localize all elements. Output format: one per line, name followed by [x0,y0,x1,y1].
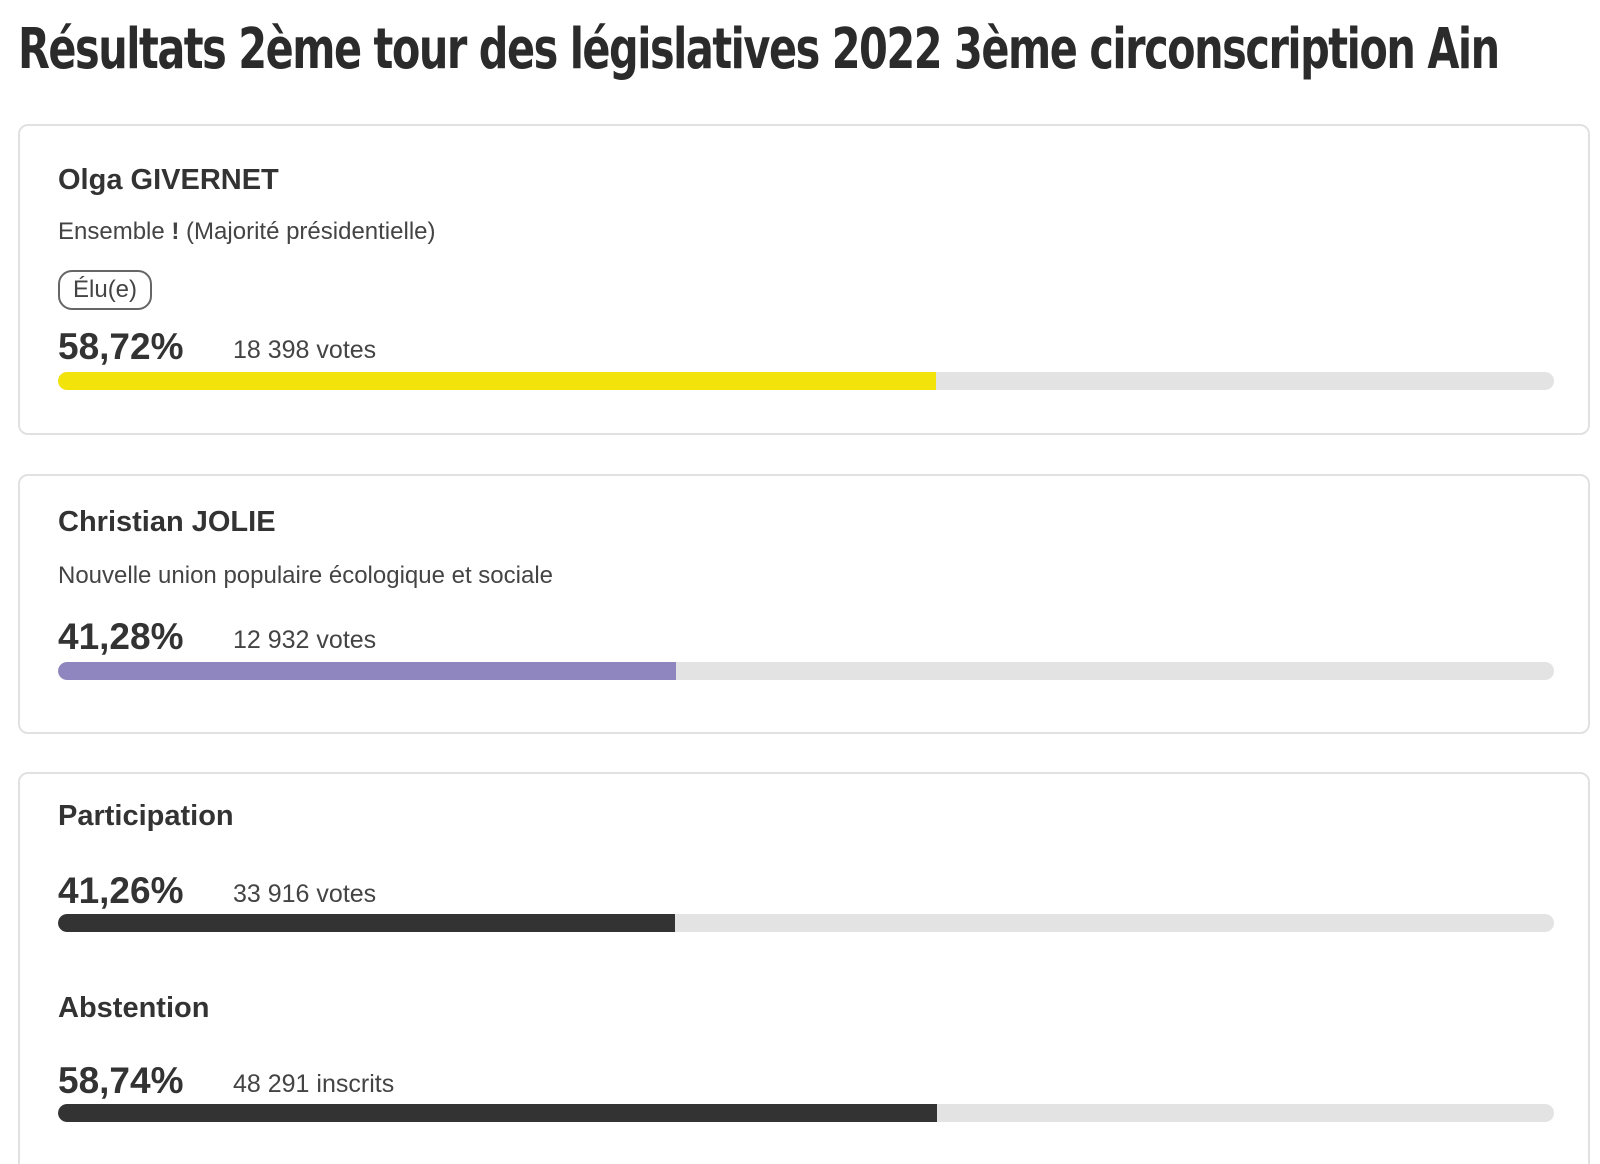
party-name: Ensemble [58,218,172,245]
participation-bar-fill [58,914,676,932]
vote-count: 12 932 votes [233,626,377,654]
page-title: Résultats 2ème tour des législatives 202… [18,17,1500,82]
abstention-bar-fill [58,1104,937,1122]
vote-share-bar [58,662,1554,680]
vote-share-bar-fill [58,372,937,390]
vote-percentage: 58,72% [58,326,184,367]
vote-share-bar-fill [58,662,676,680]
participation-label: Participation [58,800,234,832]
participation-bar [58,914,1554,932]
abstention-registered-count: 48 291 inscrits [233,1070,395,1098]
vote-percentage: 41,28% [58,616,184,657]
participation-percentage: 41,26% [58,870,184,911]
candidate-card-givernet: Olga GIVERNET Ensemble ! (Majorité prési… [18,124,1590,435]
candidate-name: Olga GIVERNET [58,164,279,196]
candidate-name: Christian JOLIE [58,506,276,538]
elected-badge: Élu(e) [58,270,153,310]
abstention-label: Abstention [58,992,210,1024]
candidate-party: Nouvelle union populaire écologique et s… [58,562,554,589]
candidate-party: Ensemble ! (Majorité présidentielle) [58,218,436,246]
vote-share-bar [58,372,1554,390]
vote-count: 18 398 votes [233,336,377,364]
turnout-card: Participation 41,26% 33 916 votes Absten… [18,772,1590,1164]
party-qualifier: (Majorité présidentielle) [179,218,436,245]
party-exclamation: ! [171,218,180,245]
candidate-card-jolie: Christian JOLIE Nouvelle union populaire… [18,474,1590,734]
participation-vote-count: 33 916 votes [233,880,377,908]
abstention-bar [58,1104,1554,1122]
abstention-percentage: 58,74% [58,1060,184,1101]
